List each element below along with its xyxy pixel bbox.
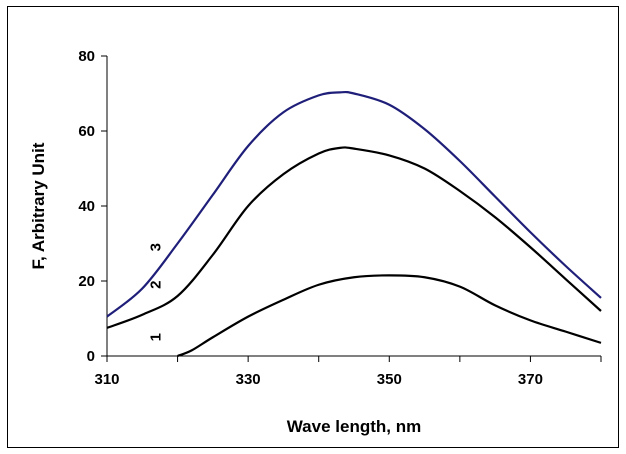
y-tick-label: 80	[78, 48, 95, 65]
series-line-2	[106, 146, 602, 329]
x-tick-label: 350	[377, 371, 402, 388]
y-tick-label: 60	[78, 123, 95, 140]
series-line-1	[177, 274, 602, 358]
x-tick-label: 370	[518, 371, 543, 388]
x-tick-label: 330	[236, 371, 261, 388]
chart-ticks: 0 20 40 60 80 310 330 350 370	[78, 48, 602, 388]
y-tick-label: 40	[78, 198, 95, 215]
series-line-3	[106, 90, 602, 318]
chart-frame	[7, 6, 619, 448]
y-tick-label: 20	[78, 273, 95, 290]
curve-label-3: 3	[147, 243, 164, 251]
x-tick-label: 310	[94, 371, 119, 388]
chart-curve-labels: 1 2 3	[147, 243, 164, 341]
chart-axes	[106, 56, 601, 357]
y-tick-label: 0	[87, 348, 95, 365]
curve-label-2: 2	[147, 281, 164, 289]
x-axis-label: Wave length, nm	[287, 417, 421, 436]
chart-series	[106, 90, 602, 358]
curve-label-1: 1	[147, 333, 164, 341]
y-axis-label: F, Arbitrary Unit	[29, 142, 48, 269]
